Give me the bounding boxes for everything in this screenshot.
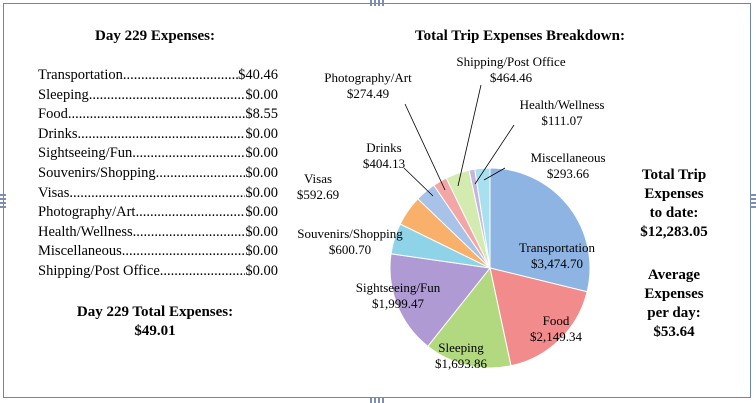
slice-value-label: $2,149.34 [530,329,583,344]
total-trip-expenses: Total Trip Expenses to date: $12,283.05 [626,166,722,242]
average-value: $53.64 [653,324,695,340]
pie-slice-transportation [489,167,591,293]
expense-row: Sightseeing/Fun $0.00 [38,144,278,164]
expense-label: Transportation [38,67,123,83]
chart-title: Total Trip Expenses Breakdown: [415,28,625,44]
leader-line [403,167,434,197]
expense-row: Souvenirs/Shopping $0.00 [38,164,278,184]
expense-row: Sleeping $0.00 [38,86,278,106]
expense-label: Souvenirs/Shopping [38,164,156,181]
expense-value: $0.00 [245,223,278,240]
slice-category-label: Miscellaneous [530,150,605,165]
pie-slice-miscellaneous [474,167,491,269]
slice-category-label: Sightseeing/Fun [356,280,441,295]
average-label-line-3: per day: [647,305,701,321]
slice-value-label: $111.07 [541,113,583,128]
total-label-line-1: Total Trip [641,167,707,183]
slice-value-label: $293.66 [547,166,590,181]
bottom-resize-handle[interactable] [370,397,386,403]
expense-value: $0.00 [245,125,278,142]
expense-value: $0.00 [245,243,278,260]
pie-slice-sightseeing-fun [389,253,491,347]
expense-value: $0.00 [245,145,278,162]
day-total: Day 229 Total Expenses: $49.01 [30,303,280,341]
total-label-line-3: to date: [649,205,699,221]
top-resize-handle[interactable] [370,0,386,6]
slice-value-label: $592.69 [297,187,339,202]
slice-value-label: $464.46 [490,70,533,85]
slice-value-label: $1,693.86 [435,356,488,371]
slice-category-label: Souvenirs/Shopping [297,226,403,241]
slice-category-label: Transportation [519,240,596,255]
day-total-label: Day 229 Total Expenses: [76,304,234,320]
total-value: $12,283.05 [640,224,708,240]
expense-label: Miscellaneous [38,243,122,260]
expense-label: Shipping/Post Office [38,262,160,279]
expense-label: Visas [38,184,70,201]
expense-label: Health/Wellness [38,223,133,240]
expense-row: Drinks $0.00 [38,125,278,145]
slice-category-label: Visas [304,171,332,186]
slice-value-label: $3,474.70 [531,256,583,271]
expense-value: $8.55 [245,106,278,123]
slice-category-label: Drinks [366,140,401,155]
expense-row: Visas $0.00 [38,184,278,204]
average-label-line-2: Expenses [644,286,704,302]
expense-value: $0.00 [245,86,278,103]
left-resize-handle[interactable] [0,192,6,208]
average-expenses: Average Expenses per day: $53.64 [626,266,722,342]
leader-line [404,103,446,191]
slice-value-label: $274.49 [347,86,389,101]
day-expenses-title: Day 229 Expenses: [94,28,215,44]
expense-row: Shipping/Post Office $0.00 [38,262,278,282]
expense-label: Photography/Art [38,204,136,221]
expense-row: Miscellaneous $0.00 [38,242,278,262]
expense-row: Food $8.55 [38,105,278,125]
right-resize-handle[interactable] [750,192,756,208]
average-label-line-1: Average [647,267,701,283]
slice-value-label: $1,999.47 [372,296,425,311]
day-total-value: $49.01 [134,323,176,339]
slice-category-label: Shipping/Post Office [456,54,565,69]
expense-value: $0.00 [245,204,278,221]
expense-label: Food [38,106,68,123]
leader-line [474,124,515,185]
expense-row: Health/Wellness $0.00 [38,223,278,243]
leader-line [457,84,482,187]
pie-slice-food [489,267,588,367]
expense-row: Transportation $40.46 [38,66,278,86]
expense-value: $0.00 [245,262,278,279]
slice-category-label: Health/Wellness [520,97,605,112]
slice-value-label: $404.13 [363,156,405,171]
slice-value-label: $600.70 [329,242,371,257]
slice-category-label: Sleeping [438,340,484,355]
expense-label: Sleeping [38,86,89,103]
expense-value: $0.00 [245,164,278,181]
day-expenses-list: Transportation $40.46 Sleeping $0.00 Food $8.… [38,66,278,282]
leader-line [483,167,506,181]
total-label-line-2: Expenses [644,186,704,202]
pie-slice-sleeping [427,266,512,369]
expense-label: Sightseeing/Fun [38,145,133,162]
slice-category-label: Food [543,313,570,328]
expense-value: $0.00 [245,184,278,201]
expense-value: $40.46 [238,67,278,83]
slice-category-label: Photography/Art [324,70,412,85]
expense-label: Drinks [38,125,78,142]
expense-row: Photography/Art $0.00 [38,203,278,223]
